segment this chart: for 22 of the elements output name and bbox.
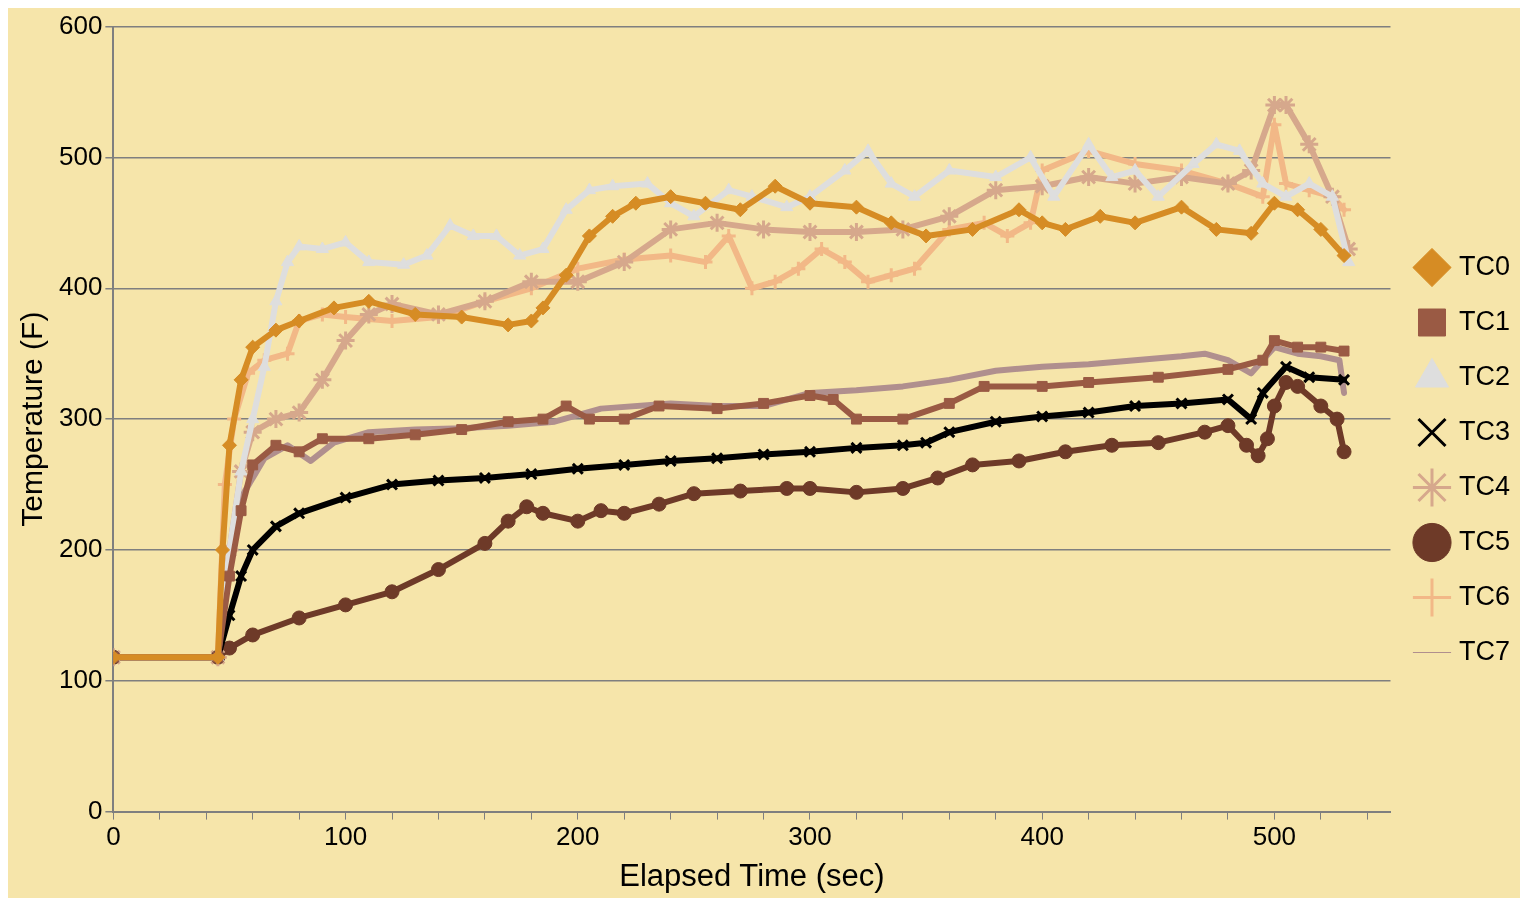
y-tick-label: 500 <box>58 140 103 171</box>
y-tick-label: 0 <box>87 794 103 825</box>
y-tick-label: 300 <box>58 402 103 433</box>
y-tick-label: 600 <box>58 9 103 40</box>
legend-label: TC1 <box>1458 305 1511 336</box>
x-tick-label: 300 <box>788 821 832 852</box>
legend-label: TC4 <box>1458 470 1511 501</box>
y-tick-label: 100 <box>58 663 103 694</box>
y-tick-label: 400 <box>58 271 103 302</box>
y-axis-title: Temperature (F) <box>15 311 49 527</box>
legend-label: TC7 <box>1458 635 1511 666</box>
legend-label: TC2 <box>1458 360 1511 391</box>
legend-label: TC3 <box>1458 415 1511 446</box>
x-tick-label: 400 <box>1020 821 1064 852</box>
y-tick-label: 200 <box>58 533 103 564</box>
x-axis-title: Elapsed Time (sec) <box>619 857 885 893</box>
legend-label: TC5 <box>1458 525 1511 556</box>
x-tick-label: 500 <box>1252 821 1297 852</box>
x-tick-label: 100 <box>323 821 368 852</box>
x-tick-label: 200 <box>556 821 600 852</box>
legend-label: TC6 <box>1458 580 1511 611</box>
legend-label: TC0 <box>1458 250 1511 281</box>
